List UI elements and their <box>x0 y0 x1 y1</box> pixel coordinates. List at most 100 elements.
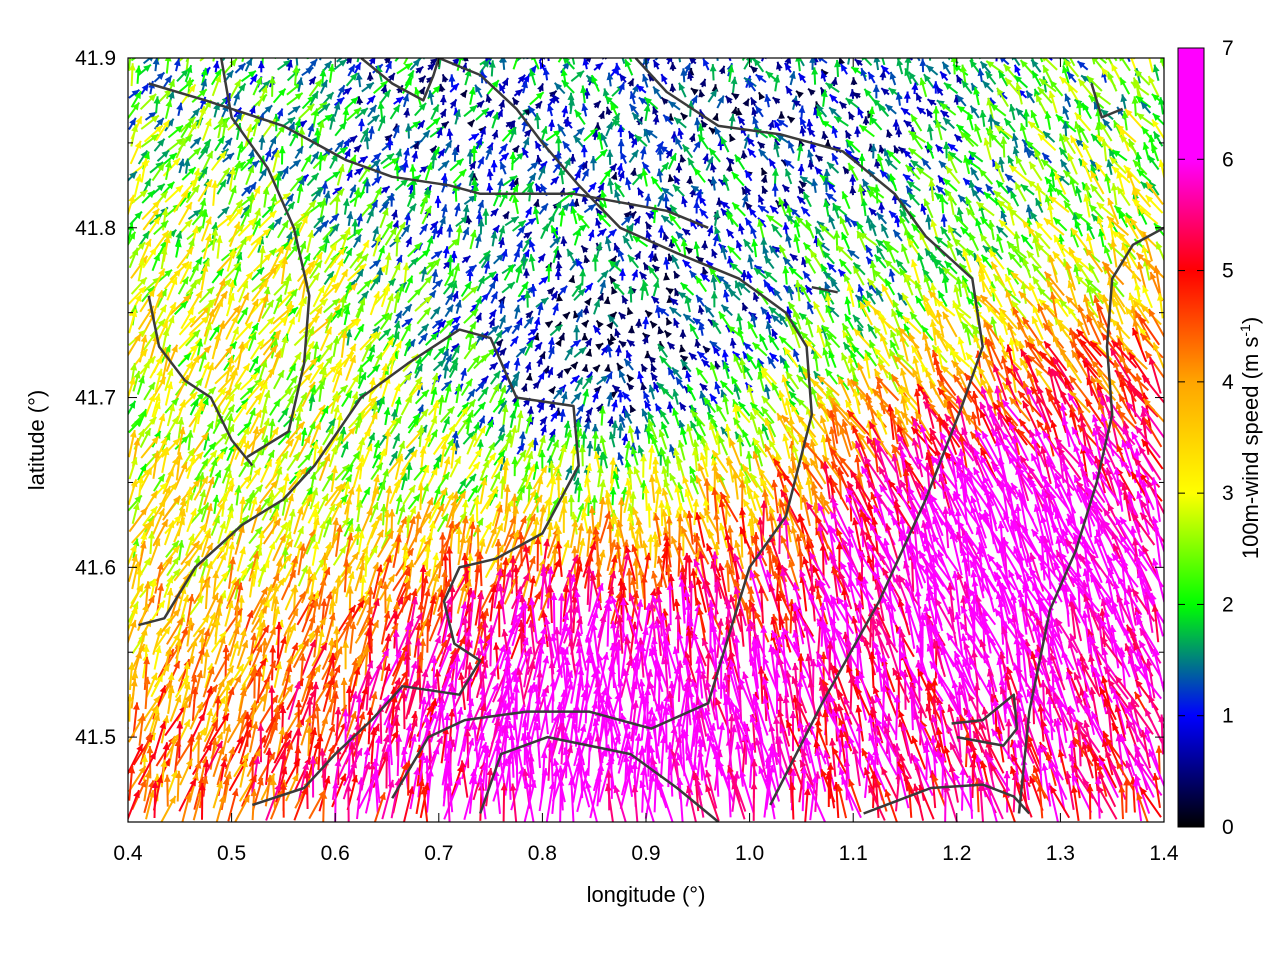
wind-arrow-head <box>714 47 721 55</box>
wind-arrow <box>222 58 238 76</box>
wind-arrow-head <box>293 58 296 59</box>
wind-arrow-head <box>324 61 332 69</box>
wind-arrow-head <box>309 59 318 67</box>
wind-arrow <box>333 58 348 71</box>
wind-arrow-shaft <box>1147 58 1151 59</box>
wind-arrow-head <box>314 79 322 88</box>
wind-arrow <box>430 58 439 66</box>
wind-arrow <box>441 73 449 83</box>
wind-arrow-head <box>627 78 634 87</box>
wind-arrow-head <box>879 49 886 57</box>
wind-arrow-head <box>1159 58 1164 63</box>
wind-arrow-head <box>148 58 154 62</box>
wind-arrow <box>834 59 841 77</box>
wind-arrow-head <box>838 58 845 65</box>
wind-arrow <box>879 70 887 81</box>
wind-arrow-shaft <box>1069 58 1076 67</box>
wind-arrow <box>783 62 792 73</box>
wind-arrow-head <box>544 58 546 59</box>
wind-arrow-head <box>262 80 270 89</box>
wind-arrow-head <box>212 60 220 69</box>
wind-arrow-head <box>127 50 134 58</box>
wind-arrow-head <box>200 78 208 87</box>
wind-arrow-head <box>846 49 853 57</box>
wind-arrow <box>1132 58 1136 60</box>
wind-arrow-head <box>939 47 946 55</box>
wind-arrow-head <box>404 63 413 71</box>
wind-arrow-head <box>1043 65 1050 74</box>
wind-arrow <box>780 58 783 59</box>
wind-arrow-head <box>1042 58 1048 62</box>
wind-arrow <box>916 58 921 62</box>
wind-arrow-head <box>482 59 490 68</box>
wind-arrow-head <box>795 58 803 62</box>
wind-arrow-shaft <box>547 58 550 62</box>
wind-arrow-head <box>260 46 267 53</box>
wind-arrow <box>889 71 897 86</box>
wind-arrow-head <box>164 75 172 84</box>
wind-arrow-shaft <box>1043 58 1058 71</box>
wind-arrow <box>995 58 998 62</box>
wind-arrow-shaft <box>273 58 277 60</box>
wind-arrow-head <box>368 58 376 65</box>
wind-arrow-head <box>653 59 660 68</box>
wind-arrow-head <box>789 71 796 80</box>
wind-arrow <box>955 74 963 85</box>
wind-arrow-head <box>956 74 963 83</box>
wind-arrow <box>257 60 265 73</box>
wind-arrow <box>652 59 660 70</box>
wind-arrow-shaft <box>526 58 529 60</box>
wind-arrow-head <box>529 65 537 74</box>
wind-arrow-head <box>225 47 232 55</box>
wind-arrow <box>345 58 352 65</box>
wind-arrow-shaft <box>797 58 801 72</box>
wind-arrow-head <box>745 58 753 64</box>
wind-arrow-head <box>669 62 677 70</box>
wind-arrow <box>212 60 220 73</box>
wind-arrow <box>380 84 388 94</box>
wind-arrow-head <box>1014 64 1021 73</box>
wind-arrow <box>784 58 792 66</box>
wind-arrow-head <box>522 74 530 83</box>
wind-arrow-shaft <box>1013 58 1021 66</box>
wind-arrow-head <box>665 58 673 63</box>
wind-arrow-head <box>817 58 824 63</box>
wind-arrow <box>860 67 868 82</box>
wind-arrow-head <box>319 69 327 77</box>
wind-arrow-head <box>405 77 412 86</box>
wind-arrow <box>258 79 271 93</box>
wind-arrow-head <box>276 42 282 50</box>
wind-arrow-head <box>343 87 352 95</box>
wind-arrow <box>665 58 673 65</box>
wind-arrow <box>488 60 496 77</box>
wind-arrow <box>970 58 974 62</box>
wind-arrow <box>353 61 362 74</box>
wind-arrow <box>727 64 735 83</box>
wind-arrow-head <box>143 64 151 72</box>
wind-arrow <box>164 58 172 74</box>
wind-arrow-shaft <box>1120 58 1131 72</box>
wind-arrow-shaft <box>512 58 519 70</box>
wind-arrow-head <box>430 58 438 66</box>
wind-arrow-head <box>896 58 904 67</box>
wind-arrow <box>345 72 359 87</box>
wind-arrow-head <box>1003 64 1012 72</box>
wind-arrow-shaft <box>306 58 309 60</box>
wind-arrow-head <box>753 58 761 67</box>
wind-arrow-head <box>152 58 160 65</box>
wind-arrow <box>373 80 389 95</box>
wind-arrow-head <box>860 68 868 77</box>
wind-arrow <box>718 65 726 75</box>
wind-arrow-shaft <box>1039 58 1044 63</box>
wind-arrow-head <box>904 58 912 63</box>
wind-arrow-head <box>584 58 592 63</box>
wind-arrow-head <box>442 74 449 83</box>
wind-arrow-head <box>703 58 710 67</box>
wind-arrow <box>898 58 901 60</box>
wind-arrow-shaft <box>716 58 719 61</box>
wind-arrow-head <box>128 63 136 71</box>
wind-arrow <box>699 78 707 88</box>
wind-arrow <box>557 58 563 63</box>
wind-arrow <box>128 89 141 99</box>
wind-arrow-head <box>250 74 257 83</box>
